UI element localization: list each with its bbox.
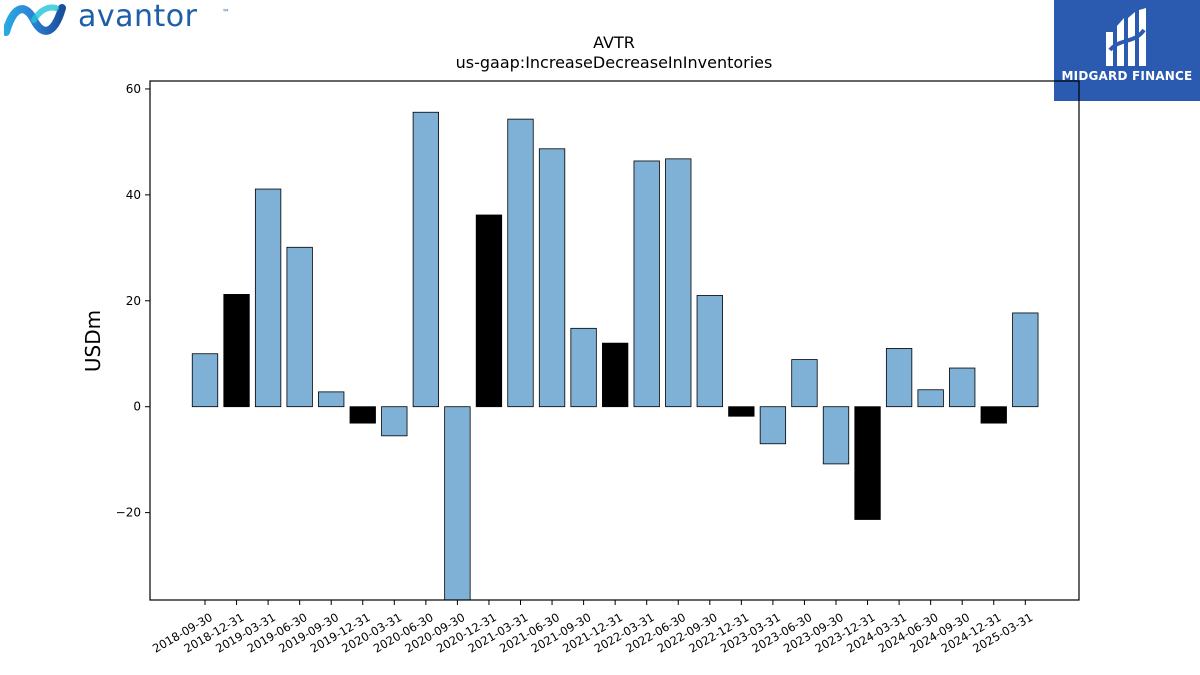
bar-2024-06-30 [917, 389, 944, 408]
y-axis-label: USDm [81, 310, 105, 372]
midgard-finance-logo: MIDGARD FINANCE [1054, 0, 1200, 101]
bar-2019-09-30 [318, 391, 345, 408]
bar-2019-12-31 [349, 406, 376, 424]
midgard-emblem-icon [1106, 8, 1146, 66]
chart-subtitle: us-gaap:IncreaseDecreaseInInventories [456, 53, 773, 72]
y-tick-label: 40 [126, 188, 141, 202]
bar-2022-09-30 [696, 295, 723, 408]
bar-2022-12-31 [728, 406, 755, 417]
bar-2023-06-30 [791, 359, 818, 408]
y-tick-label: −20 [116, 506, 141, 520]
midgard-brand-text: MIDGARD FINANCE [1061, 69, 1193, 83]
bar-2021-03-31 [507, 118, 534, 408]
bar-2021-12-31 [602, 342, 629, 408]
bar-2020-06-30 [412, 111, 440, 408]
bars-group [191, 111, 1039, 601]
bar-2022-03-31 [633, 160, 660, 408]
trademark-mark: ™ [222, 8, 230, 17]
bar-2018-09-30 [191, 353, 219, 408]
y-axis: −20 0 20 40 60 [116, 82, 150, 520]
bar-2023-12-31 [854, 406, 881, 520]
bar-2020-03-31 [381, 406, 408, 437]
bar-2020-12-31 [475, 214, 503, 408]
bar-2023-03-31 [759, 406, 787, 445]
bar-2019-06-30 [286, 246, 313, 408]
bar-2021-09-30 [570, 327, 597, 408]
y-tick-label: 0 [133, 400, 141, 414]
avantor-wave-icon [2, 4, 66, 36]
x-axis: 2018-09-302018-12-312019-03-312019-06-30… [150, 600, 1035, 656]
bar-2020-09-30 [444, 406, 471, 601]
bar-2022-06-30 [665, 158, 692, 408]
bar-2024-09-30 [949, 367, 976, 408]
bar-2021-06-30 [538, 148, 566, 408]
bar-2023-09-30 [822, 406, 850, 465]
chart-title: AVTR [593, 33, 635, 52]
bar-2019-03-31 [254, 188, 282, 408]
plot-frame [149, 80, 1080, 601]
bar-2018-12-31 [223, 294, 250, 408]
bar-2024-12-31 [980, 406, 1007, 424]
avantor-logo: avantor ™ [2, 0, 234, 38]
bar-2025-03-31 [1012, 312, 1039, 408]
bar-2024-03-31 [885, 348, 913, 408]
y-tick-label: 60 [126, 82, 141, 96]
avantor-wordmark: avantor [78, 0, 198, 34]
y-tick-label: 20 [126, 294, 141, 308]
